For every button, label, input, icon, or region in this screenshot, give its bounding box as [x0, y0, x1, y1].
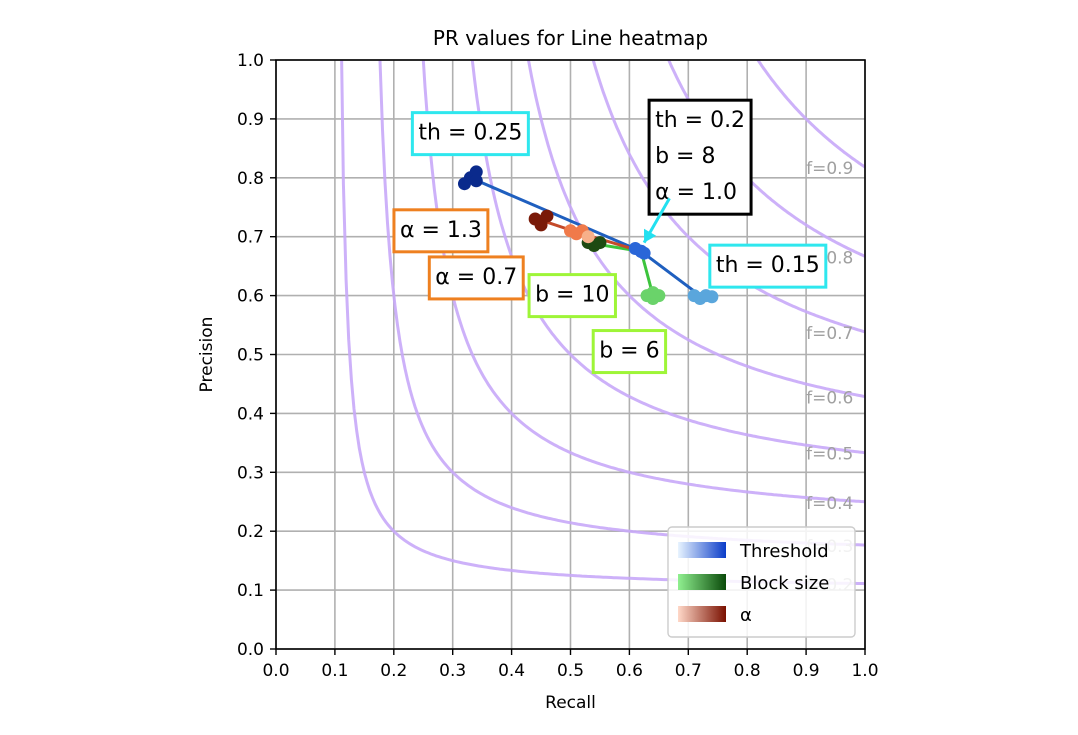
ann-th015: th = 0.15	[708, 243, 828, 289]
legend-swatch	[678, 574, 726, 590]
x-tick-label: 0.0	[262, 661, 289, 681]
annotation-box	[647, 98, 753, 216]
f-contour-line	[526, 60, 865, 399]
annotation-text: b = 10	[535, 283, 609, 308]
y-tick-label: 0.3	[237, 463, 264, 483]
data-point	[634, 244, 648, 258]
f-contour-line	[421, 60, 865, 504]
annotation-arrowhead	[644, 228, 657, 243]
annotation-box	[708, 243, 828, 289]
series	[457, 165, 719, 306]
f-contour-label: f=0.7	[806, 324, 853, 344]
y-tick-label: 0.7	[237, 228, 264, 248]
y-axis-label: Precision	[197, 317, 217, 393]
x-tick-label: 0.3	[439, 661, 466, 681]
legend-swatch	[678, 606, 726, 622]
annotation-box	[427, 255, 525, 301]
f-contour-label: f=0.4	[806, 494, 853, 514]
f-contour-label: f=0.5	[806, 445, 853, 465]
annotation-text: th = 0.2	[655, 108, 745, 133]
data-point	[469, 174, 483, 188]
x-tick-label: 0.1	[321, 661, 348, 681]
legend-label: Block size	[740, 573, 829, 594]
annotation-text: b = 6	[599, 339, 659, 364]
y-tick-label: 0.2	[237, 522, 264, 542]
annotation-text: α = 1.3	[400, 218, 482, 243]
annotation-box	[527, 273, 617, 319]
legend: Threshold Block size α	[667, 526, 856, 638]
y-tick-label: 0.6	[237, 287, 264, 307]
y-tick-label: 1.0	[237, 51, 264, 71]
f-contour-line	[756, 60, 865, 169]
data-point	[457, 177, 471, 191]
x-tick-label: 0.8	[734, 661, 761, 681]
f-contour-label: f=0.6	[806, 389, 853, 409]
ann-th02: th = 0.2b = 8α = 1.0	[647, 98, 753, 216]
annotation-text: α = 0.7	[435, 265, 517, 290]
data-point	[581, 230, 595, 244]
data-point	[705, 290, 719, 304]
axis-ticks: 0.0 0.1 0.2 0.3 0.4 0.5 0.6 0.7 0.8 0.9 1.0 0.0 0.1 0…	[237, 51, 879, 681]
annotation-text: th = 0.15	[716, 253, 820, 278]
y-tick-label: 0.4	[237, 404, 264, 424]
data-point	[646, 286, 660, 300]
data-point	[593, 236, 607, 250]
annotation-box	[410, 111, 530, 157]
x-tick-label: 0.2	[380, 661, 407, 681]
y-tick-label: 0.9	[237, 110, 264, 130]
x-tick-label: 0.5	[557, 661, 584, 681]
x-tick-label: 0.7	[675, 661, 702, 681]
ann-alpha07: α = 0.7	[427, 255, 525, 301]
annotation-box	[392, 208, 490, 254]
f-contour-line	[470, 60, 865, 455]
ann-th025: th = 0.25	[410, 111, 530, 157]
y-tick-label: 0.5	[237, 346, 264, 366]
y-tick-label: 0.8	[237, 169, 264, 189]
annotations: th = 0.25 th = 0.2b = 8α = 1.0α = 1.3α = …	[392, 98, 828, 375]
y-tick-label: 0.1	[237, 581, 264, 601]
annotation-text: b = 8	[655, 144, 715, 169]
y-tick-label: 0.0	[237, 640, 264, 660]
legend-label: Threshold	[739, 541, 829, 562]
x-axis-label: Recall	[545, 693, 596, 713]
x-tick-label: 0.9	[793, 661, 820, 681]
x-tick-label: 0.6	[616, 661, 643, 681]
data-point	[540, 209, 554, 223]
ann-b10: b = 10	[527, 273, 617, 319]
x-tick-label: 0.4	[498, 661, 525, 681]
f-contour-label: f=0.9	[806, 159, 853, 179]
ann-b6: b = 6	[591, 329, 668, 375]
annotation-box	[591, 329, 668, 375]
legend-swatch	[678, 542, 726, 558]
annotation-text: th = 0.25	[418, 121, 522, 146]
ann-alpha13: α = 1.3	[392, 208, 490, 254]
x-tick-label: 1.0	[851, 661, 878, 681]
legend-label: α	[740, 605, 752, 626]
chart-title: PR values for Line heatmap	[433, 26, 708, 50]
